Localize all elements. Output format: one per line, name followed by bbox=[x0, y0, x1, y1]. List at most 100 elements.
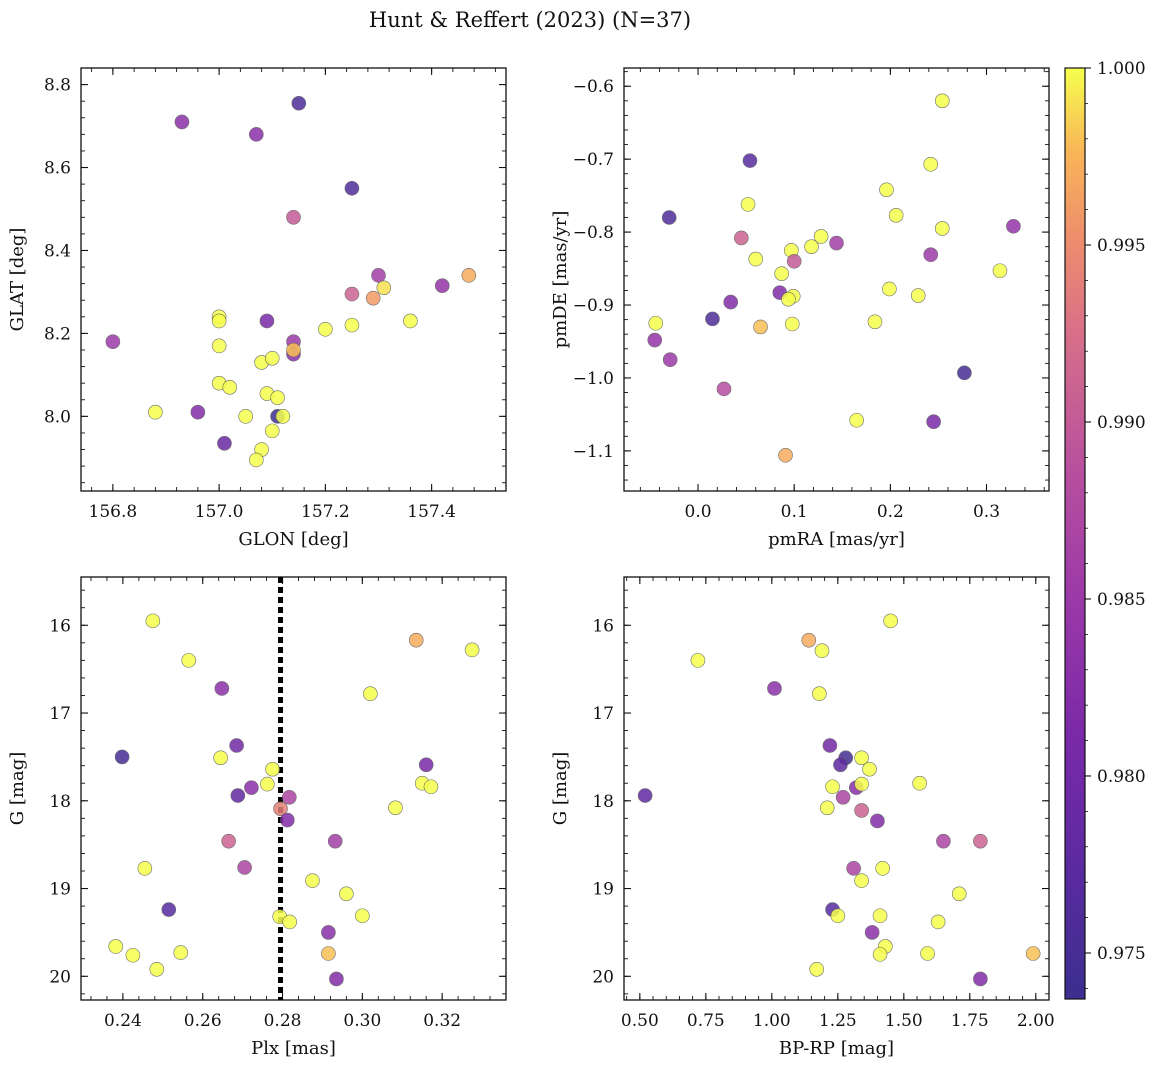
plx-g-ytick-label: 17 bbox=[49, 704, 71, 724]
scatter-point bbox=[957, 365, 972, 381]
scatter-point bbox=[249, 452, 264, 468]
scatter-point bbox=[753, 319, 768, 335]
scatter-point bbox=[786, 253, 802, 269]
cmd-ytick-label: 18 bbox=[592, 792, 614, 812]
glon-glat-ytick-label: 8.8 bbox=[44, 76, 71, 96]
plx-g-xtick-label: 0.28 bbox=[264, 1011, 302, 1031]
scatter-point bbox=[781, 291, 796, 307]
pm-frame bbox=[623, 67, 1050, 492]
pm-ytick-label: −0.8 bbox=[573, 223, 614, 243]
scatter-point bbox=[774, 266, 789, 281]
scatter-point bbox=[108, 939, 124, 954]
scatter-point bbox=[408, 632, 424, 648]
scatter-point bbox=[812, 686, 827, 702]
pm-xtick-label: 0.3 bbox=[973, 502, 1000, 522]
plx-g-ytick-label: 20 bbox=[49, 967, 71, 987]
plx-g-xlabel: Plx [mas] bbox=[251, 1038, 336, 1059]
panel-cmd: 0.50 0.75 1.00 1.25 1.50 1.75 2.00 16 17 18 19 20 BP… bbox=[550, 576, 1055, 1059]
scatter-point bbox=[936, 833, 951, 849]
cmd-ytick-label: 19 bbox=[592, 880, 614, 900]
scatter-point bbox=[690, 653, 706, 668]
scatter-point bbox=[825, 779, 840, 795]
scatter-point bbox=[923, 247, 939, 263]
scatter-point bbox=[211, 313, 227, 329]
pm-ytick-label: −0.7 bbox=[573, 150, 614, 170]
plx-g-ticks: 0.24 0.26 0.28 0.30 0.32 16 17 18 19 20 bbox=[49, 577, 506, 1031]
scatter-point bbox=[882, 281, 897, 297]
scatter-point bbox=[181, 653, 197, 668]
scatter-point bbox=[801, 632, 817, 648]
colorbar-tick-label: 1.000 bbox=[1097, 59, 1146, 79]
scatter-point bbox=[835, 789, 851, 805]
scatter-point bbox=[174, 114, 190, 130]
scatter-point bbox=[464, 642, 480, 658]
pm-ticks: 0.0 0.1 0.2 0.3 −1.1 −1.0 −0.9 −0.8 −0.7 −0.6 bbox=[573, 68, 1049, 522]
scatter-point bbox=[434, 278, 450, 294]
scatter-point bbox=[875, 861, 890, 876]
scatter-point bbox=[879, 182, 894, 198]
glon-glat-ytick-label: 8.0 bbox=[44, 407, 71, 427]
glon-glat-ticks: 156.8 157.0 157.2 157.4 8.0 8.2 8.4 8.6 8.8 bbox=[44, 67, 506, 522]
glon-glat-xtick-label: 156.8 bbox=[89, 502, 138, 522]
colorbar-tick-label: 0.995 bbox=[1097, 236, 1146, 256]
scatter-point bbox=[305, 873, 320, 888]
scatter-point bbox=[273, 801, 288, 816]
scatter-point bbox=[870, 813, 885, 829]
glon-glat-xtick-label: 157.2 bbox=[301, 502, 350, 522]
scatter-point bbox=[173, 945, 189, 960]
colorbar-ticks: 0.975 0.980 0.985 0.990 0.995 1.000 bbox=[1085, 59, 1146, 989]
scatter-point bbox=[418, 757, 434, 773]
scatter-point bbox=[872, 947, 888, 962]
scatter-point bbox=[662, 352, 678, 368]
scatter-point bbox=[137, 861, 153, 876]
glon-glat-ylabel: GLAT [deg] bbox=[7, 228, 28, 332]
glon-glat-xtick-label: 157.4 bbox=[407, 502, 456, 522]
glon-glat-xtick-label: 157.0 bbox=[195, 502, 244, 522]
scatter-point bbox=[344, 286, 360, 302]
scatter-point bbox=[161, 902, 177, 917]
colorbar-tick-label: 0.985 bbox=[1097, 590, 1146, 610]
scatter-point bbox=[282, 914, 298, 930]
scatter-point bbox=[867, 314, 883, 330]
pm-ytick-label: −1.1 bbox=[573, 442, 614, 462]
pm-xlabel: pmRA [mas/yr] bbox=[768, 529, 905, 550]
scatter-point bbox=[716, 381, 732, 397]
scatter-point bbox=[318, 321, 333, 337]
scatter-point bbox=[286, 209, 301, 225]
scatter-point bbox=[388, 800, 403, 816]
scatter-point bbox=[809, 961, 825, 977]
scatter-point bbox=[149, 961, 165, 977]
plx-g-xtick-label: 0.30 bbox=[343, 1011, 381, 1031]
scatter-point bbox=[264, 350, 280, 366]
scatter-point bbox=[767, 681, 782, 696]
scatter-point bbox=[344, 317, 360, 333]
scatter-point bbox=[854, 750, 869, 766]
pm-ytick-label: −0.9 bbox=[573, 296, 614, 316]
glon-glat-ytick-label: 8.2 bbox=[44, 324, 71, 344]
panel-pm: 0.0 0.1 0.2 0.3 −1.1 −1.0 −0.9 −0.8 −0.7 −0.6 pmRA… bbox=[550, 67, 1050, 550]
scatter-point bbox=[376, 280, 392, 296]
colorbar-tick-label: 0.990 bbox=[1097, 413, 1146, 433]
cmd-xtick-label: 1.50 bbox=[885, 1011, 923, 1031]
scatter-point bbox=[888, 208, 904, 223]
plx-g-xtick-label: 0.24 bbox=[104, 1011, 142, 1031]
scatter-point bbox=[282, 789, 297, 805]
plx-g-ytick-label: 16 bbox=[49, 616, 71, 636]
plx-g-ytick-label: 18 bbox=[49, 792, 71, 812]
glon-glat-points bbox=[105, 95, 477, 468]
pm-ylabel: pmDE [mas/yr] bbox=[550, 211, 571, 349]
scatter-point bbox=[249, 127, 264, 142]
cmd-xtick-label: 1.75 bbox=[951, 1011, 989, 1031]
scatter-point bbox=[214, 681, 230, 696]
scatter-point bbox=[740, 197, 756, 212]
scatter-point bbox=[833, 757, 848, 773]
scatter-point bbox=[813, 229, 829, 244]
scatter-point bbox=[973, 971, 988, 987]
scatter-point bbox=[992, 263, 1008, 279]
scatter-point bbox=[371, 268, 386, 283]
scatter-point bbox=[403, 313, 418, 329]
scatter-point bbox=[951, 886, 967, 902]
scatter-point bbox=[270, 390, 285, 405]
scatter-point bbox=[190, 404, 206, 420]
